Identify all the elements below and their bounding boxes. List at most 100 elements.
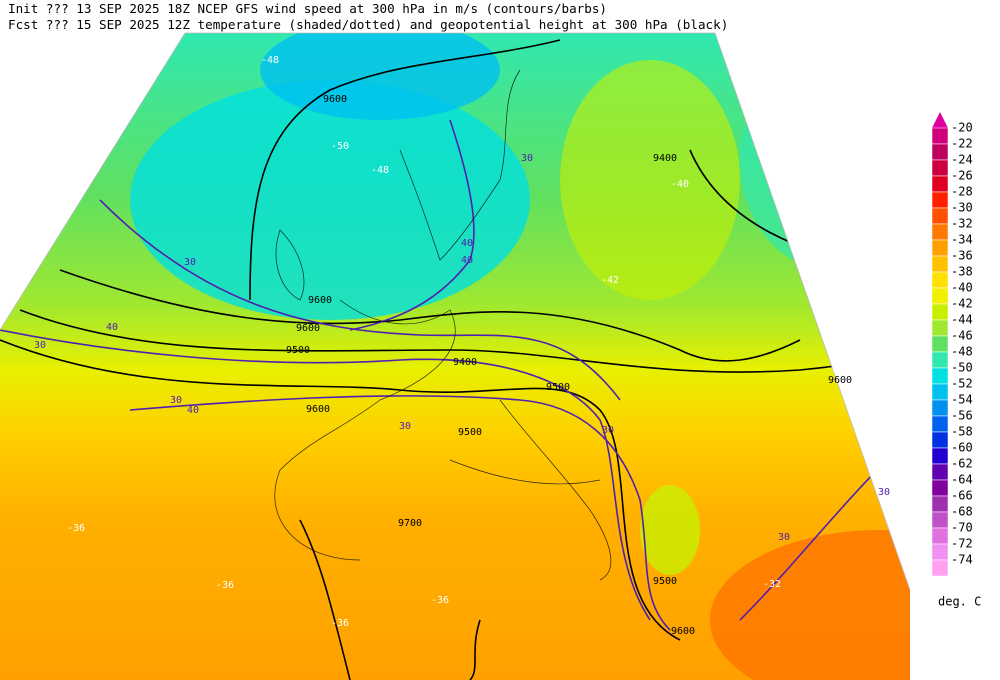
map-contour-label: 30 (184, 257, 196, 268)
colorbar-label: -48 (951, 345, 973, 359)
map-contour-label: 9600 (828, 375, 852, 386)
map-contour-label: -48 (371, 165, 389, 176)
colorbar-swatch (931, 351, 949, 369)
colorbar-label: -56 (951, 409, 973, 423)
map-contour-label: 9500 (458, 427, 482, 438)
colorbar-swatch (931, 319, 949, 337)
colorbar-label: -36 (951, 249, 973, 263)
warm-area (710, 530, 910, 680)
colorbar-label: -66 (951, 489, 973, 503)
map-contour-label: 40 (187, 405, 199, 416)
colorbar-label: -46 (951, 329, 973, 343)
map-contour-label: -36 (431, 595, 449, 606)
colorbar-swatch (931, 543, 949, 561)
map-contour-label: 9700 (398, 518, 422, 529)
map-contour-label: 30 (399, 421, 411, 432)
map-contour-label: 40 (106, 322, 118, 333)
map-contour-label: -36 (67, 523, 85, 534)
wind-contours (0, 119, 910, 631)
colorbar-swatch (931, 447, 949, 465)
map-contour-label: 30 (878, 487, 890, 498)
colorbar-swatch (931, 431, 949, 449)
header-line: Fcst ??? 15 SEP 2025 12Z temperature (sh… (8, 17, 728, 32)
colorbar-label: -24 (951, 153, 973, 167)
colorbar-swatch (931, 127, 949, 145)
colorbar-label: -68 (951, 505, 973, 519)
colorbar-swatch (931, 223, 949, 241)
map-contour-label: 9600 (671, 626, 695, 637)
map-contour-label: 9500 (286, 345, 310, 356)
colorbar-swatch (931, 479, 949, 497)
colorbar-swatch (931, 303, 949, 321)
cold-area (640, 485, 700, 575)
map-contour-label: 9400 (453, 357, 477, 368)
colorbar-swatch (931, 415, 949, 433)
map-contour-label: -32 (763, 579, 781, 590)
colorbar-label: -22 (951, 137, 973, 151)
map (0, 33, 910, 680)
map-contour-label: -38 (826, 363, 844, 374)
colorbar-swatch (931, 271, 949, 289)
colorbar-label: -32 (951, 217, 973, 231)
colorbar-swatch (931, 143, 949, 161)
colorbar-swatch (931, 495, 949, 513)
map-contour-label: 40 (461, 255, 473, 266)
colorbar-label: -74 (951, 553, 973, 567)
colorbar-swatch (931, 399, 949, 417)
colorbar-swatch (931, 191, 949, 209)
colorbar-label: -60 (951, 441, 973, 455)
map-frame (0, 32, 911, 591)
map-contour-label: -48 (261, 55, 279, 66)
map-contour-label: -50 (331, 141, 349, 152)
colorbar-swatch (931, 287, 949, 305)
map-contour-label: 9600 (323, 94, 347, 105)
colorbar-label: -62 (951, 457, 973, 471)
colorbar-label: -54 (951, 393, 973, 407)
colorbar-swatch (931, 239, 949, 257)
colorbar-label: -72 (951, 537, 973, 551)
colorbar-label: -52 (951, 377, 973, 391)
colorbar-label: -34 (951, 233, 973, 247)
map-contour-label: 9600 (306, 404, 330, 415)
map-contour-label: 30 (602, 425, 614, 436)
map-contour-label: 30 (170, 395, 182, 406)
colorbar-label: -26 (951, 169, 973, 183)
colorbar-label: -38 (951, 265, 973, 279)
colorbar-label: -64 (951, 473, 973, 487)
colorbar-swatch (931, 175, 949, 193)
colorbar-label: -20 (951, 121, 973, 135)
colorbar-unit: deg. C (938, 595, 981, 609)
map-contour-label: 9500 (546, 382, 570, 393)
map-contour-label: 9600 (296, 323, 320, 334)
colorbar-label: -30 (951, 201, 973, 215)
map-contour-label: 9600 (308, 295, 332, 306)
map-contour-label: -46 (879, 261, 897, 272)
colorbar-label: -50 (951, 361, 973, 375)
map-contour-label: -44 (781, 213, 799, 224)
map-contour-label: 9400 (653, 153, 677, 164)
colorbar-swatch (931, 207, 949, 225)
header-line: Init ??? 13 SEP 2025 18Z NCEP GFS wind s… (8, 1, 607, 16)
map-contour-label: 9500 (653, 576, 677, 587)
colorbar-label: -40 (951, 281, 973, 295)
cold-pool (260, 33, 500, 120)
colorbar-label: -44 (951, 313, 973, 327)
map-contour-label: 30 (34, 340, 46, 351)
colorbar-label: -58 (951, 425, 973, 439)
map-contour-label: -42 (601, 275, 619, 286)
map-contour-label: -40 (671, 179, 689, 190)
cold-pool (130, 80, 530, 320)
colorbar-swatch (931, 335, 949, 353)
colorbar-label: -28 (951, 185, 973, 199)
colorbar-swatch (931, 463, 949, 481)
colorbar-top-triangle (932, 112, 948, 128)
map-contour-label: -36 (216, 580, 234, 591)
cold-pool (740, 50, 910, 270)
map-contour-label: 40 (461, 238, 473, 249)
map-contour-label: 30 (521, 153, 533, 164)
height-contours (0, 39, 910, 680)
colorbar-label: -42 (951, 297, 973, 311)
colorbar-swatch (931, 527, 949, 545)
colorbar-swatch (931, 367, 949, 385)
